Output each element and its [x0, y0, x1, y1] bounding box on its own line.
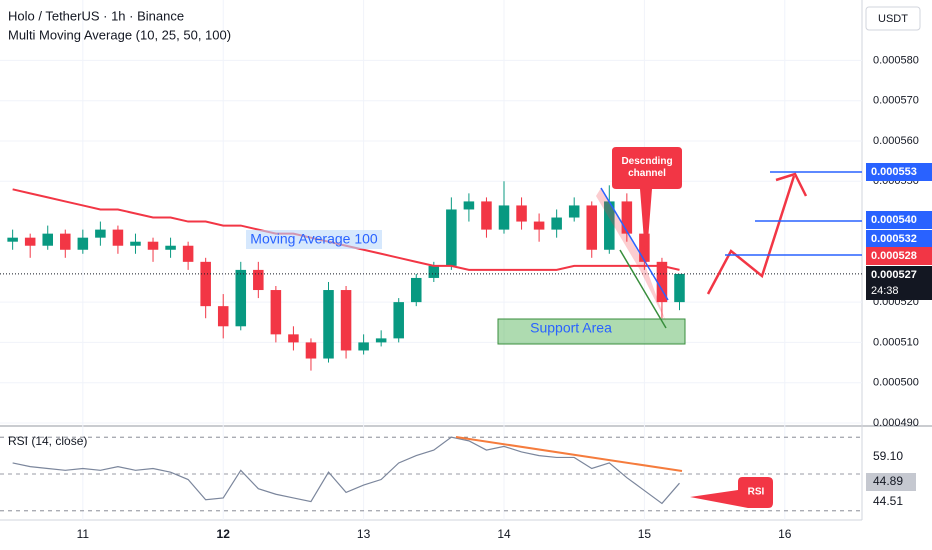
- support-area: [497, 318, 686, 345]
- rsi-tag-label: 44.89: [873, 474, 903, 488]
- candle-body: [147, 241, 159, 250]
- price-tag: [866, 230, 932, 248]
- rsi-callout-text: RSI: [748, 487, 765, 498]
- y-tick-label: 0.000570: [873, 95, 919, 107]
- x-tick-label: 15: [638, 527, 652, 541]
- rsi-tag-label: 59.10: [873, 449, 903, 463]
- rsi-tag: [866, 473, 916, 491]
- x-tick-label: 12: [217, 527, 231, 541]
- candle-body: [621, 201, 633, 234]
- candle-body: [446, 209, 457, 266]
- candle-body: [60, 233, 71, 250]
- candle-body: [551, 217, 562, 230]
- countdown: 24:38: [871, 285, 899, 297]
- x-tick-label: 13: [357, 527, 371, 541]
- candle-body: [340, 290, 352, 351]
- indicator-name: Multi Moving Average (10, 25, 50, 100): [8, 27, 231, 42]
- rsi-callout: [690, 477, 773, 508]
- y-tick-label: 0.000580: [873, 54, 919, 66]
- candle-body: [586, 205, 598, 250]
- currency: USDT: [878, 13, 908, 25]
- x-tick-label: 11: [77, 527, 90, 541]
- rsi-line: [12, 436, 680, 505]
- candle-body: [235, 269, 247, 327]
- candle-body: [498, 205, 510, 230]
- candle-body: [568, 205, 580, 218]
- candle-body: [77, 237, 89, 250]
- rsi-pane: 59.10 44.89 44.51: [0, 436, 916, 512]
- candle-body: [95, 229, 106, 238]
- rsi-tag-label: 44.51: [873, 494, 903, 508]
- candle-body: [165, 245, 176, 250]
- candles: [0, 181, 862, 371]
- candle-body: [24, 237, 36, 246]
- candle-body: [375, 338, 387, 343]
- candle-body: [7, 237, 18, 242]
- candle-body: [393, 302, 404, 339]
- ma-label: Moving Average 100: [250, 231, 378, 247]
- y-tick-label: 0.000500: [873, 377, 919, 389]
- chart-title: Holo / TetherUS · 1h · Binance: [8, 8, 184, 23]
- candle-body: [656, 261, 668, 303]
- candle-body: [288, 334, 299, 343]
- last-price-label: 0.000527: [871, 269, 917, 281]
- price-tag: [866, 247, 932, 265]
- candle-body: [270, 290, 282, 335]
- candle-body: [533, 221, 545, 230]
- price-tag-label: 0.000528: [871, 250, 917, 262]
- candle-body: [130, 241, 141, 246]
- rsi-tag: [866, 448, 916, 466]
- channel-callout: [612, 147, 682, 266]
- candle-body: [253, 269, 264, 291]
- channel-lower: [619, 249, 667, 329]
- candle-body: [200, 261, 211, 307]
- arrow-head: [775, 172, 808, 197]
- candle-body: [305, 342, 317, 359]
- candle-body: [604, 201, 615, 250]
- candle-body: [323, 290, 334, 359]
- candle-body: [674, 273, 685, 303]
- channel-callout-text: Descnding channel: [621, 156, 673, 179]
- candle-body: [112, 229, 124, 246]
- support-label: Support Area: [530, 320, 612, 336]
- candle-body: [410, 277, 422, 303]
- price-tag-label: 0.000540: [871, 214, 917, 226]
- candle-body: [182, 245, 194, 262]
- price-tag: [866, 163, 932, 181]
- x-tick-label: 16: [778, 527, 792, 541]
- x-tick-label: 14: [497, 527, 511, 541]
- channel-fill: [596, 188, 666, 322]
- candle-body: [358, 342, 369, 351]
- projection-arrow: [706, 175, 796, 295]
- rsi-trendline: [455, 436, 683, 472]
- y-tick-label: 0.000490: [873, 417, 919, 429]
- candle-body: [639, 233, 650, 262]
- candle-body: [428, 265, 440, 278]
- candle-body: [481, 201, 492, 230]
- candle-body: [516, 205, 527, 222]
- price-tags: 0.000553 0.000540 0.000532 0.000528 0.000527…: [866, 163, 932, 300]
- price-tag-label: 0.000553: [871, 166, 917, 178]
- y-tick-label: 0.000510: [873, 336, 919, 348]
- last-price-tag: [866, 266, 932, 300]
- candle-body: [217, 306, 229, 327]
- channel-upper: [600, 187, 669, 301]
- rsi-tag: [866, 493, 916, 511]
- candle-body: [463, 201, 475, 210]
- ma-label-box: [246, 230, 382, 249]
- rsi-title: RSI (14, close): [8, 434, 87, 448]
- currency-box: [865, 6, 921, 31]
- price-tag-label: 0.000532: [871, 233, 917, 245]
- candle-body: [42, 233, 53, 246]
- y-tick-label: 0.000560: [873, 135, 919, 147]
- price-tag: [866, 211, 932, 229]
